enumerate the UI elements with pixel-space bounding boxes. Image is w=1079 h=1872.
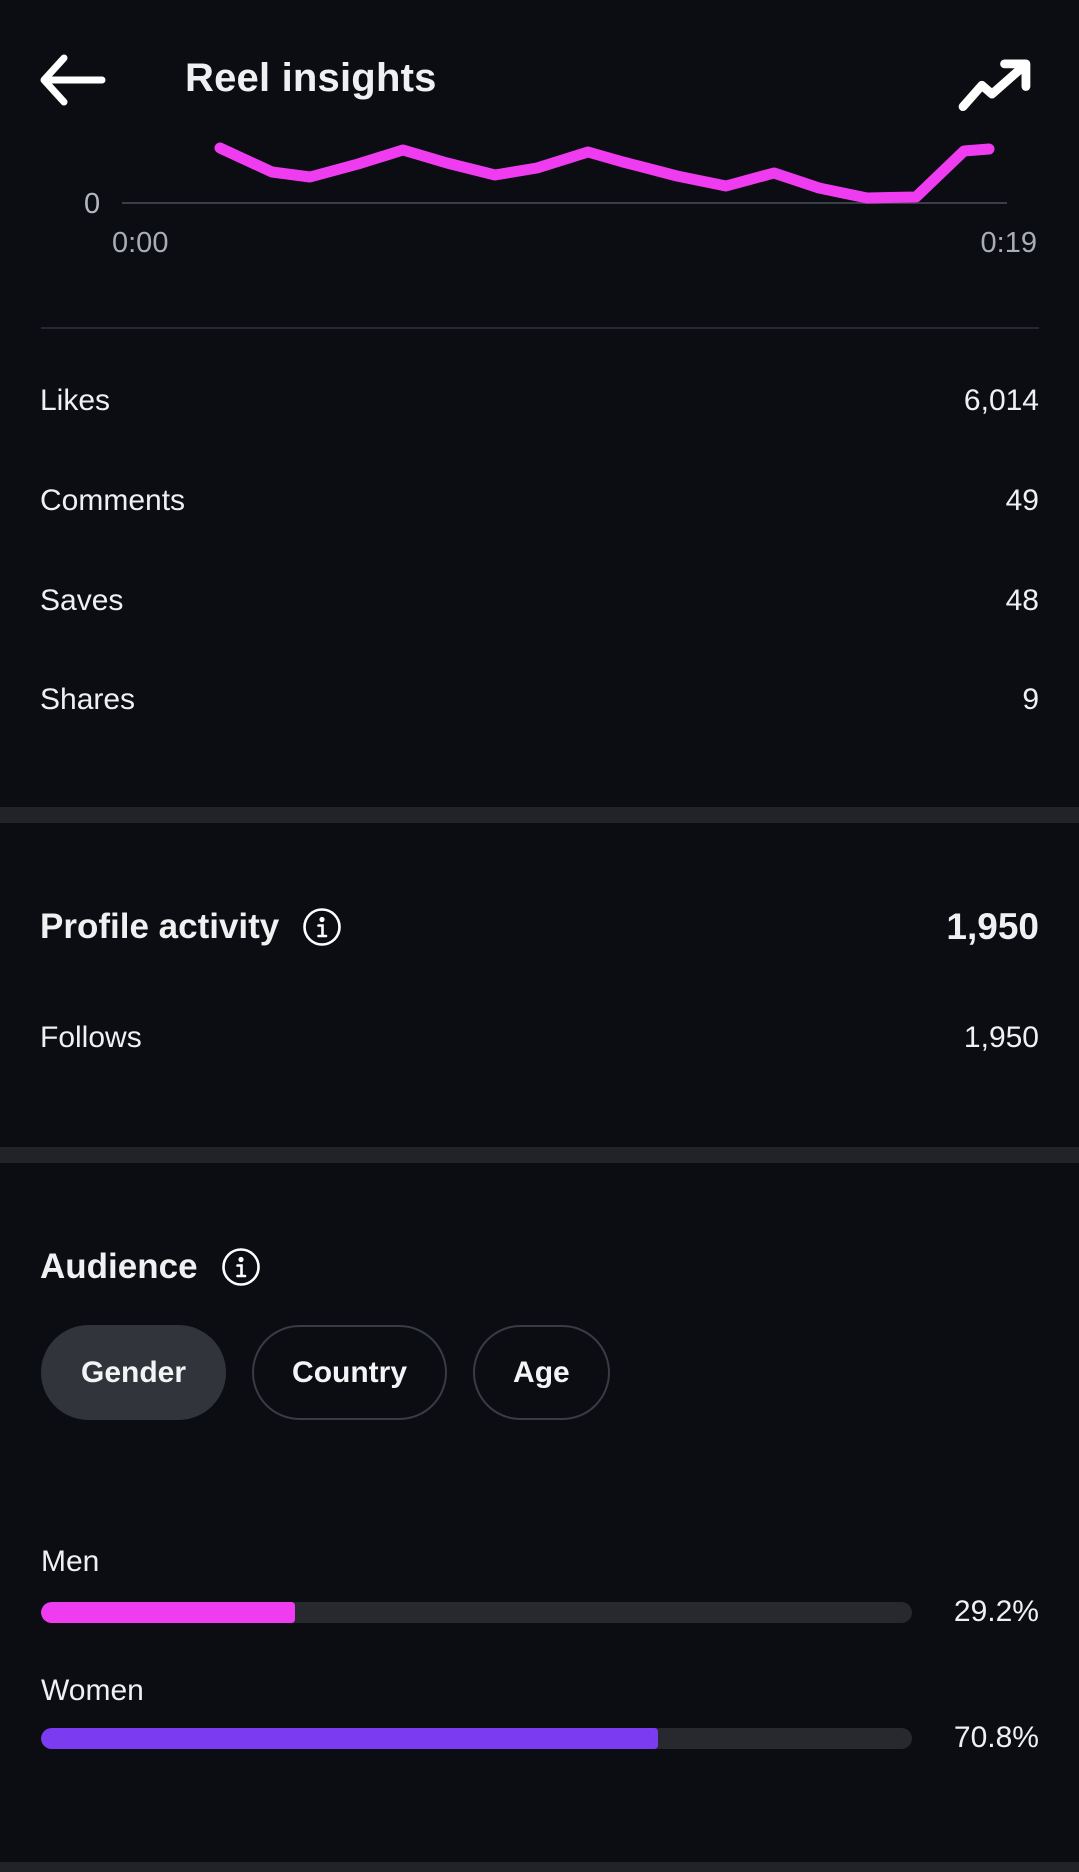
bar-track-men [41, 1602, 912, 1623]
section-gap [0, 807, 1079, 823]
bar-fill-men [41, 1602, 296, 1623]
metric-row-follows: Follows 1,950 [0, 1018, 1079, 1058]
section-gap [0, 1147, 1079, 1163]
profile-activity-title: Profile activity [40, 907, 280, 946]
info-icon[interactable] [220, 1246, 262, 1288]
bottom-section-gap [0, 1862, 1079, 1872]
metric-label: Saves [40, 584, 124, 617]
tab-age[interactable]: Age [473, 1325, 610, 1420]
profile-activity-total: 1,950 [946, 906, 1039, 947]
tab-country[interactable]: Country [252, 1325, 448, 1420]
metric-row-shares: Shares 9 [0, 680, 1079, 720]
metric-value: 49 [1005, 484, 1039, 517]
metric-label: Follows [40, 1021, 142, 1054]
metric-value: 6,014 [963, 384, 1039, 417]
metric-value: 48 [1005, 584, 1039, 617]
trending-up-icon [958, 59, 1031, 112]
metric-label: Comments [40, 484, 186, 517]
y-axis-zero-label: 0 [84, 188, 101, 220]
audience-title: Audience [40, 1247, 198, 1286]
x-axis-end-label: 0:19 [980, 227, 1037, 259]
tab-gender[interactable]: Gender [41, 1325, 227, 1420]
audience-header: Audience [0, 1243, 1079, 1291]
metric-row-saves: Saves 48 [0, 581, 1079, 621]
page-title: Reel insights [185, 56, 437, 100]
x-axis-start-label: 0:00 [112, 227, 169, 259]
bar-percent-men: 29.2% [953, 1595, 1039, 1628]
bar-label-women: Women [41, 1674, 144, 1707]
retention-chart [122, 142, 1007, 204]
bar-label-men: Men [41, 1545, 100, 1578]
back-arrow-icon [40, 54, 106, 106]
metric-row-likes: Likes 6,014 [0, 381, 1079, 421]
bar-track-women [41, 1728, 912, 1749]
trending-chart-button[interactable] [958, 55, 1036, 113]
info-icon[interactable] [301, 906, 343, 948]
profile-activity-header: Profile activity 1,950 [0, 903, 1079, 951]
bar-fill-women [41, 1728, 658, 1749]
metric-value: 9 [1022, 683, 1039, 716]
audience-filter-pills: Gender Country Age [41, 1325, 610, 1420]
metric-value: 1,950 [963, 1021, 1039, 1054]
metric-label: Likes [40, 384, 111, 417]
retention-line [214, 142, 995, 204]
divider [41, 327, 1039, 329]
metric-row-comments: Comments 49 [0, 481, 1079, 521]
back-button[interactable] [36, 50, 110, 110]
metric-label: Shares [40, 683, 136, 716]
bar-percent-women: 70.8% [953, 1721, 1039, 1754]
